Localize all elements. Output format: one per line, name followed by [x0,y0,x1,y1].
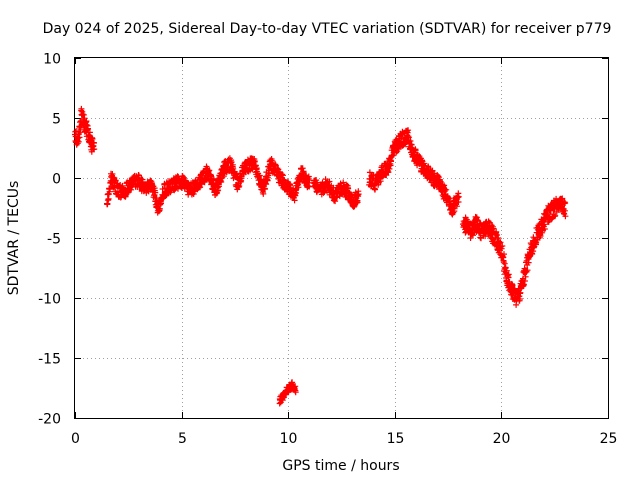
y-tick-label: 0 [52,172,61,188]
x-tick-label: 5 [178,431,187,447]
y-axis-label: SDTVAR / TECUs [6,181,22,296]
x-tick-label: 25 [600,431,618,447]
data-point-cluster [104,155,313,216]
y-tick-label: 5 [52,112,61,128]
x-tick-label: 10 [280,431,298,447]
data-point-cluster [460,195,569,308]
x-tick-label: 0 [71,431,80,447]
x-tick-label: 15 [387,431,405,447]
data-point-cluster [72,105,98,155]
x-axis-ticks [75,58,609,418]
plot-frame [74,57,609,419]
x-axis-label: GPS time / hours [282,458,399,474]
y-tick-label: 10 [43,52,61,68]
chart-title: Day 024 of 2025, Sidereal Day-to-day VTE… [43,21,612,37]
y-axis-ticks [75,58,608,419]
y-tick-label: -10 [38,292,61,308]
x-tick-label: 20 [493,431,511,447]
vertical-gridlines [182,58,502,418]
y-axis-tick-labels: -20 -15 -10 -5 0 5 10 [38,52,61,428]
data-point-cluster [310,176,362,210]
data-point-cluster [366,127,462,218]
data-points [72,105,569,407]
horizontal-gridlines [75,118,608,359]
data-point-cluster [276,379,299,407]
y-tick-label: -15 [38,352,61,368]
y-tick-label: -20 [38,412,61,428]
y-tick-label: -5 [47,232,61,248]
x-axis-tick-labels: 0 5 10 15 20 25 [71,431,617,447]
